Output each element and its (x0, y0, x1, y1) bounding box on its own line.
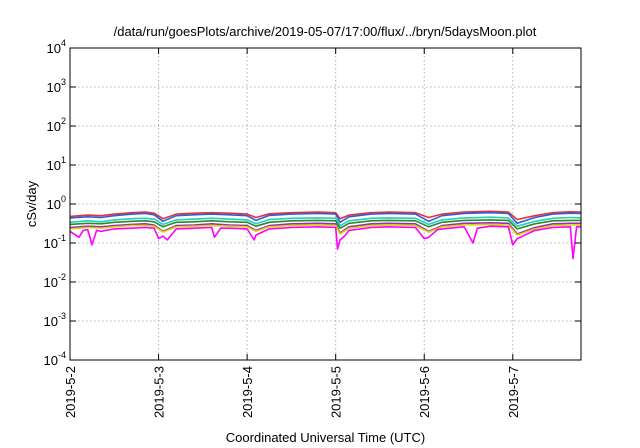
x-tick-label: 2019-5-6 (417, 366, 432, 418)
series-line (69, 216, 582, 227)
series-line (69, 222, 581, 235)
chart-title: /data/run/goesPlots/archive/2019-05-07/1… (114, 24, 537, 39)
y-tick-label: 10-3 (44, 311, 66, 329)
x-axis-label: Coordinated Universal Time (UTC) (226, 430, 425, 445)
y-axis-label: cSv/day (24, 180, 39, 227)
y-tick-label: 104 (47, 38, 66, 56)
y-tick-label: 100 (47, 194, 66, 212)
x-tick-label: 2019-5-3 (152, 366, 167, 418)
series-line (69, 210, 582, 221)
y-tick-label: 10-1 (44, 233, 66, 251)
series-line (69, 219, 581, 230)
x-tick-label: 2019-5-2 (63, 366, 78, 418)
series-line (69, 225, 581, 260)
x-tick-label: 2019-5-4 (240, 366, 255, 418)
y-tick-label: 10-2 (44, 272, 66, 290)
x-tick-label: 2019-5-5 (329, 366, 344, 418)
y-tick-label: 10-4 (44, 350, 66, 368)
axes: 10-4 10-3 10-2 10-1 100 101 102 103 104 2019-5-2 2… (44, 38, 581, 418)
series-group (69, 210, 582, 260)
y-tick-label: 101 (47, 155, 66, 173)
x-tick-label: 2019-5-7 (506, 366, 521, 418)
y-tick-label: 103 (47, 77, 66, 95)
series-line (69, 211, 582, 225)
y-tick-label: 102 (47, 116, 66, 134)
grid (70, 48, 581, 360)
series-line (69, 223, 581, 236)
